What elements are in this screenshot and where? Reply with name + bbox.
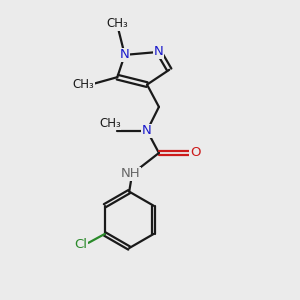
Text: CH₃: CH₃	[72, 78, 94, 91]
Text: Cl: Cl	[74, 238, 88, 251]
Text: CH₃: CH₃	[99, 117, 121, 130]
Text: NH: NH	[121, 167, 140, 180]
Text: N: N	[154, 45, 164, 58]
Text: N: N	[142, 124, 152, 137]
Text: CH₃: CH₃	[106, 17, 128, 30]
Text: O: O	[190, 146, 200, 160]
Text: N: N	[120, 48, 130, 62]
